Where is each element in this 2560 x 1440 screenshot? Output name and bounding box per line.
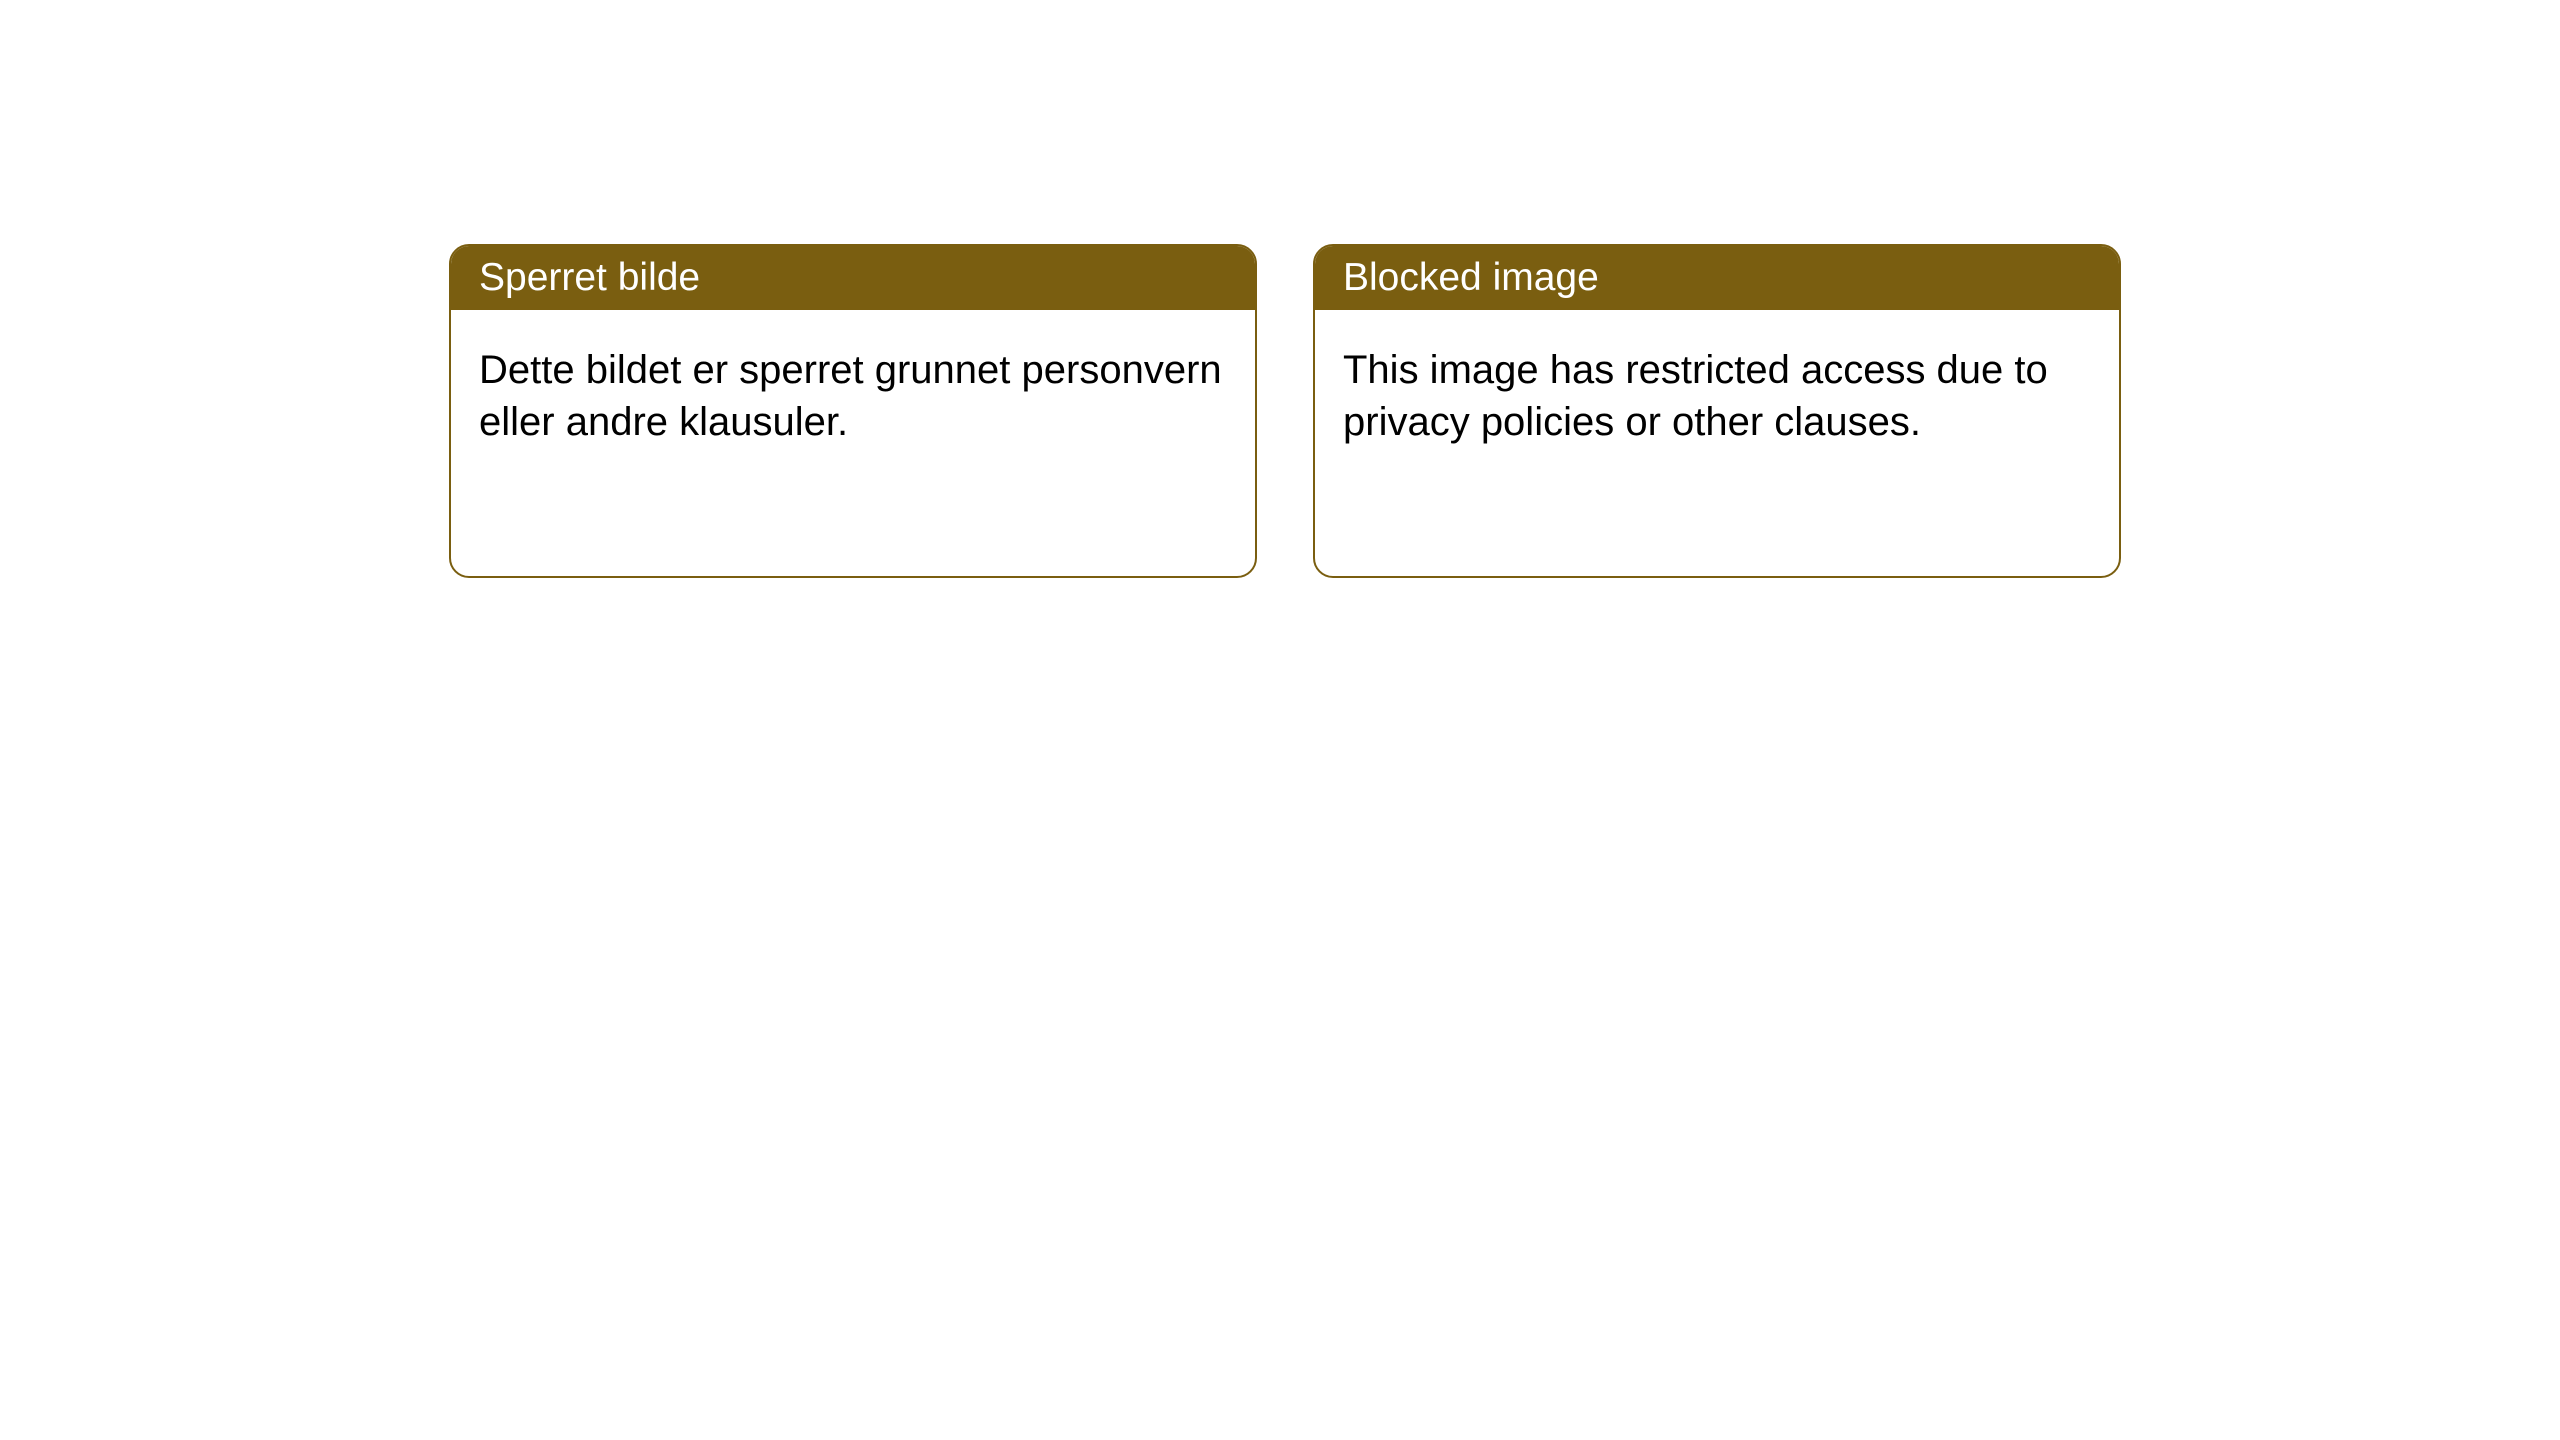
notice-body: Dette bildet er sperret grunnet personve… — [451, 310, 1255, 482]
notice-container: Sperret bilde Dette bildet er sperret gr… — [449, 244, 2121, 578]
notice-title: Sperret bilde — [479, 256, 700, 299]
notice-header: Sperret bilde — [451, 246, 1255, 310]
notice-card-english: Blocked image This image has restricted … — [1313, 244, 2121, 578]
notice-text: This image has restricted access due to … — [1343, 348, 2048, 444]
notice-card-norwegian: Sperret bilde Dette bildet er sperret gr… — [449, 244, 1257, 578]
notice-title: Blocked image — [1343, 256, 1599, 299]
notice-header: Blocked image — [1315, 246, 2119, 310]
notice-text: Dette bildet er sperret grunnet personve… — [479, 348, 1222, 444]
notice-body: This image has restricted access due to … — [1315, 310, 2119, 482]
